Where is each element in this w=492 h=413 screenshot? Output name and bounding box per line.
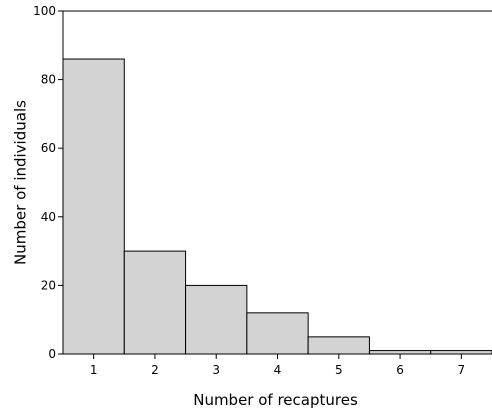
x-axis-title: Number of recaptures	[193, 391, 358, 409]
x-tick-label-5: 5	[335, 363, 343, 377]
y-tick-label-20: 20	[41, 278, 56, 292]
bar-7	[430, 350, 492, 355]
x-tick-label-1: 1	[90, 363, 98, 377]
axes-layer	[58, 10, 492, 359]
y-tick-label-60: 60	[41, 141, 56, 155]
bar-5	[307, 336, 370, 355]
bar-3	[185, 284, 248, 355]
x-tick-label-2: 2	[151, 363, 159, 377]
y-tick-label-100: 100	[33, 4, 56, 18]
bar-4	[246, 312, 309, 355]
x-tick-label-6: 6	[396, 363, 404, 377]
x-tick-label-3: 3	[212, 363, 220, 377]
x-tick-label-7: 7	[458, 363, 466, 377]
bar-6	[368, 350, 432, 355]
labels-layer: 0 20 40 60 80 100 1 2 3 4 5 6 7	[33, 4, 465, 377]
y-tick-label-40: 40	[41, 210, 56, 224]
bars-layer	[62, 58, 492, 355]
y-axis-title: Number of individuals	[11, 100, 29, 265]
y-tick-label-80: 80	[41, 73, 56, 87]
bar-2	[123, 250, 187, 355]
bar-1	[62, 58, 125, 355]
y-tick-label-0: 0	[48, 347, 56, 361]
x-tick-label-4: 4	[274, 363, 282, 377]
